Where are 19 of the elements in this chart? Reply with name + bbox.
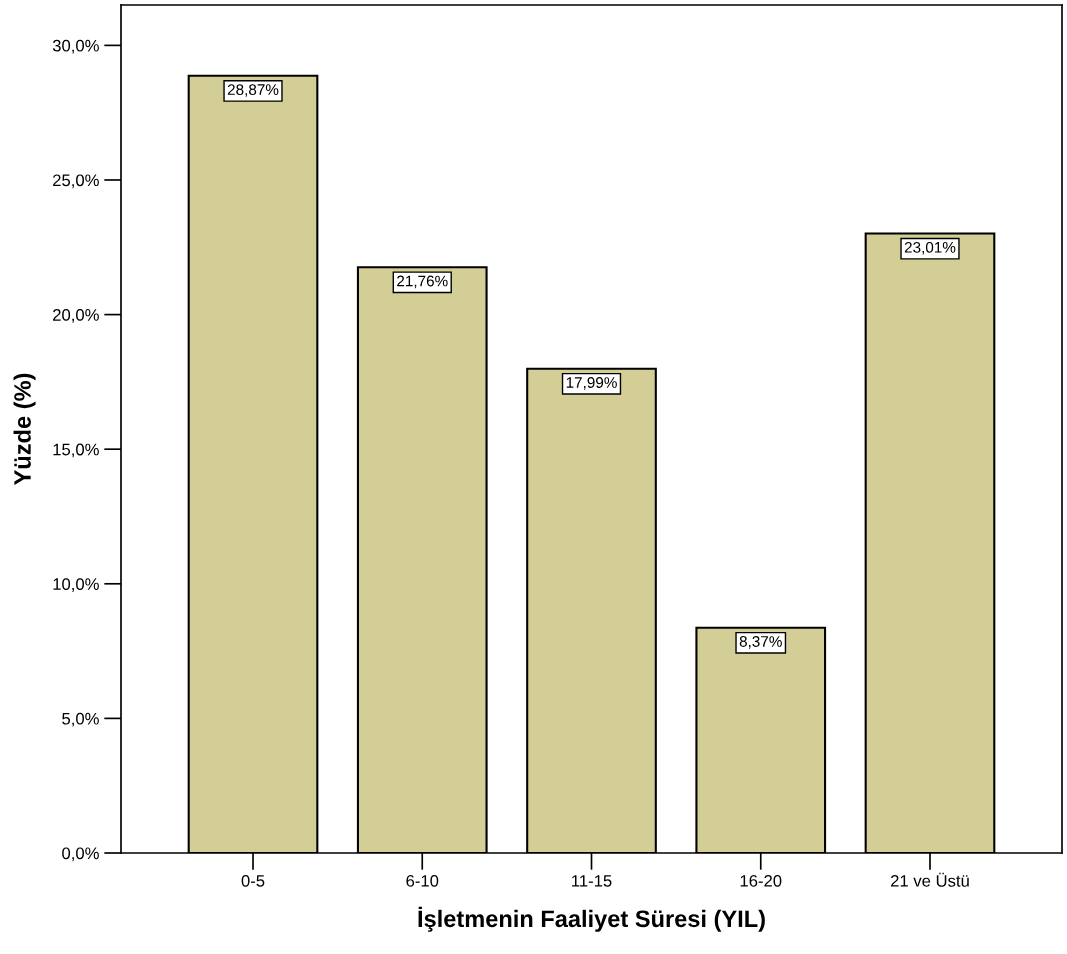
- y-tick-label: 5,0%: [62, 712, 99, 727]
- data-label: 17,99%: [566, 377, 617, 390]
- y-tick-label: 15,0%: [53, 443, 99, 458]
- x-tick-label: 11-15: [572, 875, 612, 887]
- y-tick-label: 0,0%: [62, 847, 99, 862]
- x-tick-label: 16-20: [740, 874, 782, 887]
- data-label: 21,76%: [397, 275, 448, 289]
- data-label: 28,87%: [227, 84, 279, 97]
- data-label: 8,37%: [739, 636, 782, 649]
- y-tick-label: 10,0%: [53, 578, 99, 592]
- y-tick-label: 20,0%: [53, 308, 99, 323]
- y-tick-label: 30,0%: [52, 39, 99, 54]
- data-label: 23,01%: [904, 241, 956, 255]
- x-axis-title: İşletmenin Faaliyet Süresi (YIL): [418, 906, 765, 932]
- y-axis-title: Yüzde (%): [13, 373, 36, 485]
- x-tick-label: 6-10: [406, 874, 439, 887]
- x-tick-label: 21 ve Üstü: [890, 872, 969, 887]
- x-tick-label: 0-5: [241, 874, 265, 887]
- y-tick-label: 25,0%: [53, 174, 99, 189]
